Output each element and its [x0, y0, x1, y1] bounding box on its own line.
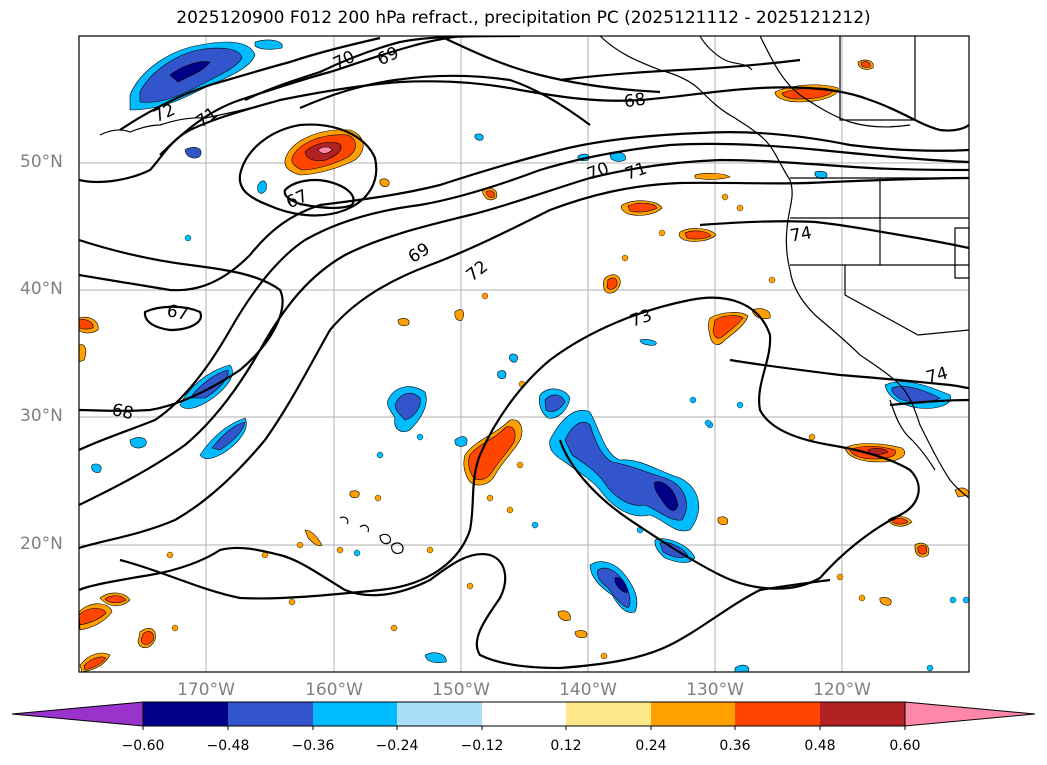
contour-73-south [889, 398, 969, 407]
colorbar-tick-label: 0.48 [804, 738, 836, 754]
lon-label-140w: 140°W [559, 680, 617, 700]
contour-label: 68 [110, 400, 135, 424]
lat-label-30n: 30°N [20, 406, 63, 426]
colorbar-tick-label: −0.12 [460, 738, 504, 754]
contour-69-ridge [299, 74, 591, 126]
colorbar-frame [142, 701, 906, 727]
colorbar [11, 701, 1036, 730]
map-title: 2025120900 F012 200 hPa refract., precip… [176, 8, 871, 28]
contour-67-inner [283, 179, 355, 210]
lon-label-120w: 120°W [813, 680, 871, 700]
contour-70-main [79, 142, 969, 451]
contour-67-low [238, 123, 378, 217]
contour-label: 68 [623, 89, 647, 112]
map-area [79, 36, 969, 672]
lon-label-170w: 170°W [177, 680, 235, 700]
colorbar-tick-label: −0.60 [121, 738, 165, 754]
colorbar-tick-label: 0.24 [635, 738, 667, 754]
contour-68-top [439, 36, 661, 94]
negative-precip-areas [91, 39, 952, 672]
colorbar-bin [143, 702, 228, 726]
contour-label: 67 [165, 301, 190, 325]
contour-69-main [79, 131, 969, 292]
colorbar-bin [482, 702, 566, 726]
colorbar-bin [820, 702, 905, 726]
contour-71-north [159, 36, 461, 156]
lon-label-150w: 150°W [432, 680, 490, 700]
lat-label-40n: 40°N [20, 279, 63, 299]
lat-label-20n: 20°N [20, 534, 63, 554]
scattered-precip-dots [166, 193, 969, 672]
contour-73-subtropical [119, 296, 920, 600]
map-frame [78, 35, 970, 673]
colorbar-tick-label: 0.36 [719, 738, 751, 754]
colorbar-tick-label: −0.36 [291, 738, 335, 754]
colorbar-tick-label: −0.24 [375, 738, 419, 754]
contour-74-coast [699, 220, 969, 250]
contour-72-main [79, 176, 969, 550]
colorbar-min-extend [11, 701, 144, 727]
colorbar-bin [228, 702, 313, 726]
positive-precip-areas [79, 59, 969, 672]
contour-70-gulf [559, 58, 801, 82]
refractivity-contours [79, 36, 969, 670]
contour-72-north [119, 36, 381, 131]
colorbar-bin [735, 702, 820, 726]
contour-71-main [79, 158, 969, 506]
contour-72-loop [79, 546, 831, 670]
colorbar-max-extend [904, 701, 1036, 727]
colorbar-bin [651, 702, 735, 726]
contour-67-west [143, 305, 203, 332]
colorbar-tick-label: −0.48 [206, 738, 250, 754]
colorbar-bin [566, 702, 651, 726]
colorbar-tick-label: 0.12 [550, 738, 582, 754]
colorbar-bin [397, 702, 482, 726]
colorbar-bin [313, 702, 397, 726]
contour-74-south [729, 358, 969, 390]
contour-68-ridge [79, 80, 969, 184]
colorbar-tick-label: 0.60 [889, 738, 921, 754]
contour-68-west [79, 238, 284, 412]
lon-label-160w: 160°W [305, 680, 363, 700]
lon-label-130w: 130°W [686, 680, 744, 700]
lat-label-50n: 50°N [20, 152, 63, 172]
contour-label: 74 [789, 223, 814, 246]
graticule [79, 36, 969, 672]
